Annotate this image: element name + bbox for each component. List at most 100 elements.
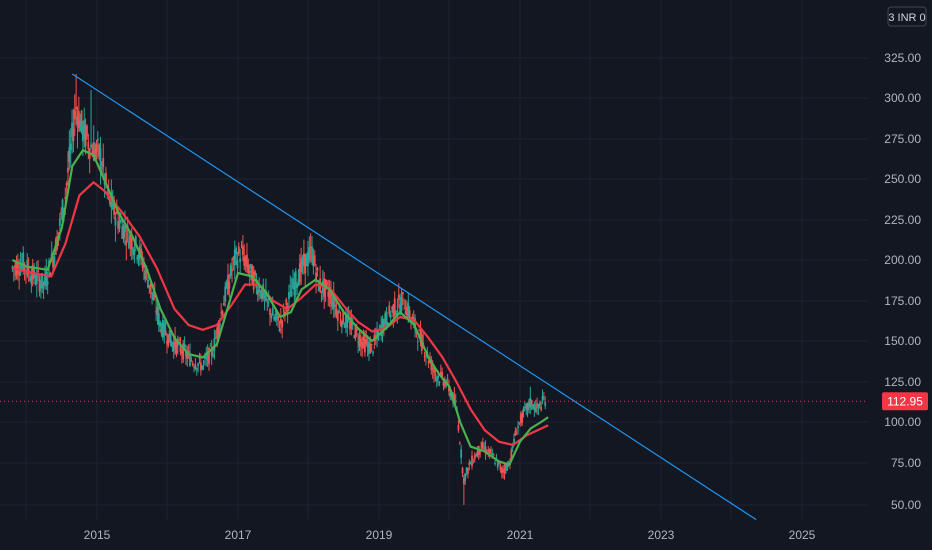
candle-body [129, 235, 132, 242]
candle-body [544, 402, 547, 407]
candle-body [72, 129, 75, 142]
candle-body [266, 299, 269, 301]
candle-body [301, 258, 304, 266]
time-axis[interactable] [0, 520, 868, 550]
candle-body [397, 294, 400, 300]
candle-body [37, 270, 40, 272]
candle-body [370, 343, 373, 345]
candle-body [399, 304, 402, 314]
candle-body [315, 272, 317, 282]
y-tick-label: 125.00 [884, 375, 921, 389]
candle-body [298, 263, 301, 283]
candle-body [27, 267, 30, 273]
candle-body [254, 271, 256, 276]
candle-body [130, 238, 133, 250]
candle-body [147, 279, 149, 288]
candle-body [541, 396, 544, 401]
candle-body [339, 321, 342, 324]
candle-body [472, 461, 475, 463]
price-axis[interactable] [868, 0, 932, 520]
candle-body [49, 272, 52, 277]
candle-body [311, 246, 313, 262]
candle-body [274, 316, 277, 320]
candle-body [540, 406, 543, 411]
candle-body [105, 172, 107, 183]
candle-body [267, 302, 270, 303]
candle-body [75, 107, 78, 110]
candle-body [297, 278, 300, 287]
candle-body [102, 158, 105, 167]
candle-body [216, 327, 219, 338]
candle-body [205, 356, 208, 359]
x-tick-label: 2021 [507, 528, 534, 542]
candle-body [362, 334, 365, 341]
trendline[interactable] [71, 73, 757, 521]
candle-body [483, 448, 486, 449]
candle-body [378, 325, 381, 328]
candle-body [406, 306, 408, 316]
candle-body [163, 322, 166, 336]
candle-body [401, 291, 404, 295]
candle-body [511, 444, 514, 449]
candle-body [180, 351, 183, 354]
candle-body [496, 461, 499, 468]
candle-body [82, 125, 84, 142]
candle-body [513, 438, 515, 444]
candle-body [69, 143, 72, 150]
y-tick-label: 250.00 [884, 172, 921, 186]
candle-body [515, 434, 518, 435]
candle-body [64, 197, 67, 199]
currency-badge[interactable] [887, 6, 927, 27]
candle-body [164, 330, 167, 335]
candle-body [454, 400, 457, 402]
x-tick-label: 2025 [789, 528, 816, 542]
candle-body [277, 316, 280, 321]
candle-body [529, 397, 532, 408]
candle-body [324, 279, 327, 291]
candle-body [251, 266, 254, 285]
candle-body [469, 463, 472, 465]
candle-body [481, 443, 484, 449]
candle-body [137, 254, 140, 260]
candle-body [488, 449, 491, 455]
candle-body [144, 270, 147, 280]
y-tick-label: 50.00 [891, 498, 921, 512]
candle-body [241, 246, 244, 255]
candle-body [369, 343, 372, 354]
candle-body [484, 446, 487, 454]
candle-body [350, 317, 353, 329]
candle-body [290, 290, 293, 297]
candle-body [372, 351, 374, 354]
candle-body [345, 314, 347, 328]
candle-body [86, 125, 88, 137]
candle-body [487, 449, 490, 452]
candle-body [225, 282, 228, 288]
price-axis-ticks: 50.00 75.00 100.00 125.00 150.00 175.00 200.00… [884, 51, 921, 512]
candle-body [381, 318, 384, 334]
candle-body [523, 407, 526, 408]
candle-body [338, 310, 341, 313]
candle-body [210, 346, 213, 356]
candle-body [18, 272, 21, 276]
candle-body [109, 197, 111, 205]
candle-body [385, 311, 388, 326]
candle-body [206, 351, 209, 360]
candle-body [168, 330, 171, 343]
candle-body [382, 321, 385, 330]
candle-body [57, 232, 60, 235]
candle-body [457, 424, 460, 431]
candle-body [152, 294, 155, 300]
candle-body [259, 294, 262, 296]
candle-body [212, 354, 214, 357]
candle-body [99, 148, 102, 167]
candle-body [273, 317, 275, 320]
candle-body [418, 329, 421, 331]
candle-body [312, 256, 315, 267]
candle-body [119, 219, 122, 222]
candle-body [195, 368, 198, 370]
candle-body [233, 249, 236, 265]
candle-body [247, 264, 250, 274]
candle-body [288, 292, 290, 300]
candle-body [171, 342, 174, 347]
